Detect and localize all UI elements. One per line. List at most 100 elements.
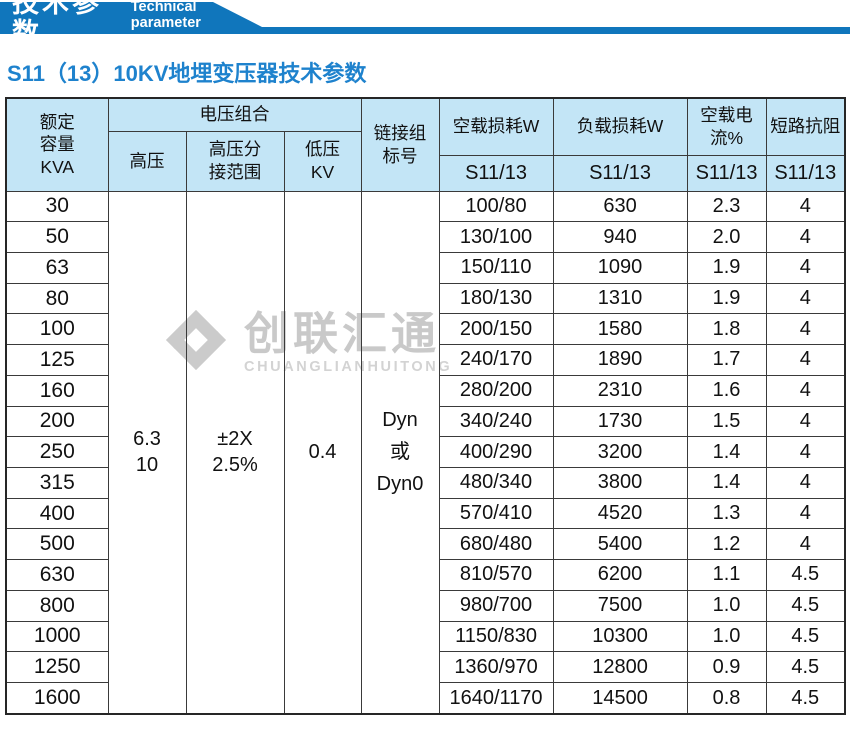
cell-no-load-loss: 150/110 — [438, 251, 554, 284]
cell-kva: 125 — [5, 344, 109, 376]
header-link-group: 链接组 标号 — [360, 97, 440, 192]
cell-kva: 1600 — [5, 682, 109, 715]
cell-no-load-current: 1.9 — [686, 251, 767, 284]
header-model-no-load-loss: S11/13 — [438, 154, 554, 192]
banner-subtitle-en: Technical parameter — [130, 0, 201, 31]
cell-kva: 400 — [5, 497, 109, 530]
header-capacity: 额定 容量 KVA — [5, 97, 109, 192]
header-row-2: 高压 高压分 接范围 低压 KV — [6, 130, 845, 192]
table-row: 500 680/480 5400 1.2 4 — [5, 528, 846, 561]
header-no-load-current: 空载电流% — [686, 97, 767, 156]
header-row-3: S11/13 S11/13 S11/13 S11/13 — [6, 154, 846, 192]
cell-no-load-loss: 200/150 — [438, 313, 554, 346]
table-row: 160 280/200 2310 1.6 4 — [5, 374, 846, 407]
section-banner: 技术参数 Technical parameter — [0, 2, 850, 34]
cell-impedance: 4 — [765, 374, 846, 407]
cell-kva: 50 — [5, 221, 109, 253]
cell-no-load-loss: 280/200 — [438, 374, 554, 407]
header-lv: 低压 KV — [283, 130, 362, 192]
header-model-no-load-current: S11/13 — [686, 154, 767, 192]
cell-load-loss: 7500 — [552, 589, 688, 622]
cell-kva: 1250 — [5, 651, 109, 683]
cell-load-loss: 12800 — [552, 651, 688, 683]
table-row: 50 130/100 940 2.0 4 — [5, 221, 846, 253]
cell-load-loss: 1580 — [552, 313, 688, 346]
cell-load-loss: 3800 — [552, 466, 688, 499]
header-row-1: 额定 容量 KVA 电压组合 链接组 标号 空载损耗W 负载损耗W 空载电流% … — [5, 97, 846, 192]
cell-kva: 100 — [5, 313, 109, 346]
cell-kva: 200 — [5, 405, 109, 438]
cell-load-loss: 940 — [552, 221, 688, 253]
cell-no-load-loss: 400/290 — [438, 436, 554, 468]
header-impedance: 短路抗阻 — [765, 97, 846, 156]
cell-no-load-current: 1.2 — [686, 528, 767, 561]
cell-impedance: 4.5 — [765, 559, 846, 591]
cell-impedance: 4 — [765, 528, 846, 561]
cell-no-load-loss: 130/100 — [438, 221, 554, 253]
cell-no-load-current: 1.3 — [686, 497, 767, 530]
cell-no-load-loss: 680/480 — [438, 528, 554, 561]
cell-no-load-loss: 180/130 — [438, 282, 554, 315]
cell-impedance: 4 — [765, 405, 846, 438]
cell-no-load-loss: 340/240 — [438, 405, 554, 438]
cell-impedance: 4 — [765, 344, 846, 376]
table-header: 额定 容量 KVA 电压组合 链接组 标号 空载损耗W 负载损耗W 空载电流% … — [5, 97, 846, 192]
cell-impedance: 4 — [765, 282, 846, 315]
cell-load-loss: 2310 — [552, 374, 688, 407]
cell-no-load-loss: 100/80 — [438, 190, 554, 223]
table-row: 63 150/110 1090 1.9 4 — [5, 251, 846, 284]
banner-title: 技术参数 — [12, 0, 102, 48]
cell-impedance: 4 — [765, 466, 846, 499]
cell-impedance: 4 — [765, 251, 846, 284]
header-hv: 高压 — [107, 130, 187, 192]
cell-no-load-current: 1.6 — [686, 374, 767, 407]
cell-lv-value: 0.4 — [283, 190, 362, 715]
cell-no-load-current: 1.9 — [686, 282, 767, 315]
table-row: 1250 1360/970 12800 0.9 4.5 — [5, 651, 846, 683]
cell-load-loss: 4520 — [552, 497, 688, 530]
header-voltage-group: 电压组合 — [107, 97, 362, 132]
cell-no-load-current: 1.0 — [686, 589, 767, 622]
cell-load-loss: 1890 — [552, 344, 688, 376]
cell-link-value: Dyn 或 Dyn0 — [360, 190, 440, 715]
cell-no-load-current: 1.8 — [686, 313, 767, 346]
cell-kva: 80 — [5, 282, 109, 315]
cell-no-load-current: 2.0 — [686, 221, 767, 253]
header-load-loss: 负载损耗W — [552, 97, 688, 156]
cell-kva: 63 — [5, 251, 109, 284]
header-no-load-loss: 空载损耗W — [438, 97, 554, 156]
table-row: 1600 1640/1170 14500 0.8 4.5 — [5, 682, 846, 715]
cell-kva: 800 — [5, 589, 109, 622]
cell-no-load-current: 1.5 — [686, 405, 767, 438]
cell-no-load-loss: 1150/830 — [438, 620, 554, 653]
cell-no-load-current: 2.3 — [686, 190, 767, 223]
cell-no-load-current: 1.1 — [686, 559, 767, 591]
cell-kva: 500 — [5, 528, 109, 561]
table-row: 125 240/170 1890 1.7 4 — [5, 344, 846, 376]
table-row: 315 480/340 3800 1.4 4 — [5, 466, 846, 499]
cell-impedance: 4 — [765, 313, 846, 346]
cell-impedance: 4 — [765, 221, 846, 253]
cell-load-loss: 1090 — [552, 251, 688, 284]
cell-no-load-loss: 240/170 — [438, 344, 554, 376]
cell-no-load-loss: 570/410 — [438, 497, 554, 530]
header-model-load-loss: S11/13 — [552, 154, 688, 192]
header-model-impedance: S11/13 — [765, 154, 846, 192]
cell-kva: 1000 — [5, 620, 109, 653]
cell-no-load-loss: 810/570 — [438, 559, 554, 591]
cell-no-load-loss: 1640/1170 — [438, 682, 554, 715]
cell-impedance: 4.5 — [765, 682, 846, 715]
cell-impedance: 4.5 — [765, 620, 846, 653]
cell-tap-value: ±2X 2.5% — [185, 190, 285, 715]
cell-hv-value: 6.3 10 — [107, 190, 187, 715]
cell-impedance: 4 — [765, 497, 846, 530]
cell-kva: 30 — [5, 190, 109, 223]
cell-load-loss: 6200 — [552, 559, 688, 591]
header-hv-tap: 高压分 接范围 — [185, 130, 285, 192]
cell-kva: 160 — [5, 374, 109, 407]
banner-title-block: 技术参数 Technical parameter — [0, 2, 260, 34]
table-row: 30 6.3 10 ±2X 2.5% 0.4 Dyn 或 Dyn0 100/80 630 2.… — [5, 190, 846, 715]
cell-kva: 630 — [5, 559, 109, 591]
table-body: 30 6.3 10 ±2X 2.5% 0.4 Dyn 或 Dyn0 100/80 630 2.… — [5, 190, 846, 715]
